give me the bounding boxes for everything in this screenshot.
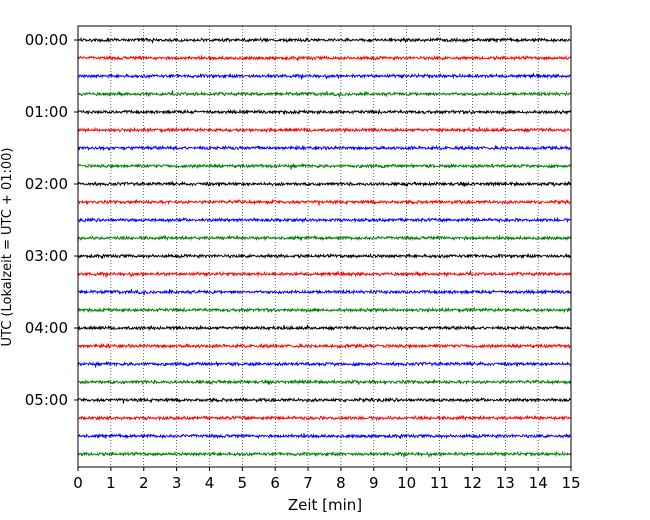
trace-03:30 [77,288,572,296]
x-tick-label-4: 4 [205,474,215,492]
y-tick-label-05:00: 05:00 [25,391,68,409]
trace-02:30 [77,216,572,224]
x-tick-label-8: 8 [336,474,346,492]
x-tick-label-1: 1 [106,474,116,492]
trace-02:15 [77,198,572,206]
x-tick-label-12: 12 [463,474,482,492]
x-tick-label-3: 3 [172,474,182,492]
x-tick-label-6: 6 [270,474,280,492]
seismic-traces [77,36,572,458]
trace-04:45 [77,378,572,386]
x-axis-ticks: 0 1 2 3 4 5 6 7 8 9 10 11 12 13 14 15 [73,467,581,492]
trace-00:30 [77,72,572,80]
trace-03:00 [77,252,572,260]
y-tick-label-02:00: 02:00 [25,175,68,193]
trace-01:00 [77,108,572,116]
trace-04:15 [77,342,572,350]
y-tick-label-01:00: 01:00 [25,103,68,121]
trace-04:30 [77,360,572,368]
trace-05:45 [77,450,572,458]
trace-03:15 [77,270,572,278]
plot-frame [77,25,572,468]
trace-05:00 [77,396,572,404]
x-tick-label-7: 7 [303,474,313,492]
trace-04:00 [77,324,572,332]
x-tick-label-13: 13 [496,474,515,492]
trace-00:15 [77,54,572,62]
x-tick-label-9: 9 [369,474,379,492]
y-axis-ticks: 00:00 01:00 02:00 03:00 04:00 05:00 [25,31,78,409]
x-tick-label-14: 14 [529,474,548,492]
y-tick-label-03:00: 03:00 [25,247,68,265]
x-tick-label-11: 11 [430,474,449,492]
y-tick-label-04:00: 04:00 [25,319,68,337]
x-tick-label-0: 0 [73,474,83,492]
trace-02:00 [77,180,572,188]
y-axis-label: UTC (Lokalzeit = UTC + 01:00) [0,148,15,347]
y-tick-label-00:00: 00:00 [25,31,68,49]
trace-01:15 [77,126,572,134]
trace-01:45 [77,162,572,170]
x-tick-label-2: 2 [139,474,149,492]
trace-00:45 [77,90,572,98]
trace-05:30 [77,432,572,440]
x-tick-label-5: 5 [238,474,248,492]
trace-03:45 [77,306,572,314]
x-tick-label-15: 15 [561,474,580,492]
x-axis-label: Zeit [min] [288,496,362,514]
trace-00:00 [77,36,572,45]
trace-05:15 [77,414,572,422]
trace-01:30 [77,144,572,152]
trace-02:45 [77,234,572,242]
x-tick-label-10: 10 [397,474,416,492]
